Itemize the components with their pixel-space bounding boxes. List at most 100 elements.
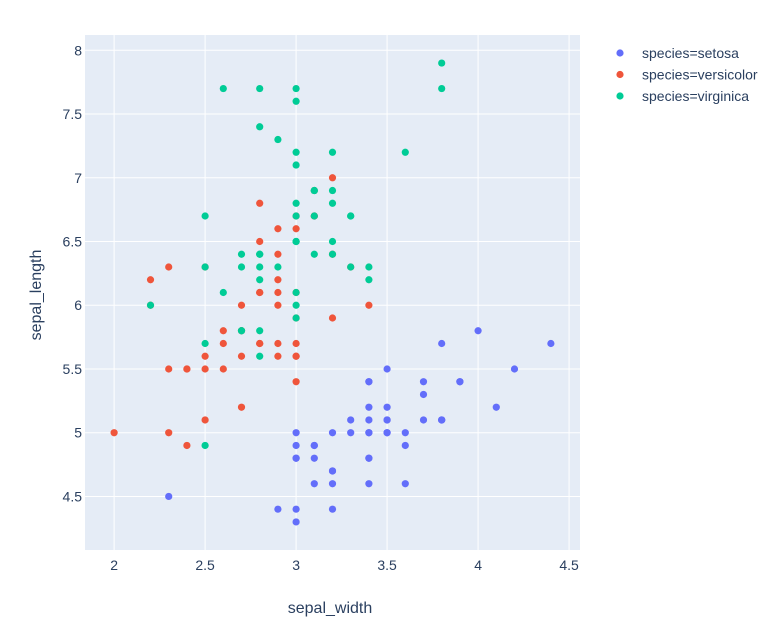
data-point xyxy=(292,441,300,450)
data-point xyxy=(292,429,300,437)
data-point xyxy=(165,492,173,501)
data-point xyxy=(292,352,300,360)
data-point xyxy=(292,237,300,246)
data-point xyxy=(456,378,464,386)
data-point xyxy=(474,327,482,335)
data-point xyxy=(310,441,318,450)
data-point xyxy=(146,276,155,284)
legend-marker xyxy=(616,70,624,79)
data-point xyxy=(419,378,428,386)
data-point xyxy=(201,352,209,360)
data-point xyxy=(419,416,428,424)
data-point xyxy=(201,441,209,450)
data-point xyxy=(274,250,282,258)
data-point xyxy=(274,225,282,233)
data-point xyxy=(165,365,173,373)
data-point xyxy=(492,403,500,411)
data-point xyxy=(274,135,282,144)
data-point xyxy=(292,199,300,207)
data-point xyxy=(274,263,282,271)
legend-label: species=setosa xyxy=(642,45,739,61)
data-point xyxy=(419,390,428,399)
data-point xyxy=(292,212,300,220)
data-point xyxy=(274,505,282,513)
data-point xyxy=(237,327,246,335)
data-point xyxy=(292,161,300,169)
data-point xyxy=(365,263,373,271)
data-point xyxy=(328,505,337,513)
y-tick-label: 5.5 xyxy=(63,361,83,377)
data-point xyxy=(383,365,391,373)
data-point xyxy=(383,416,391,424)
data-point xyxy=(438,416,446,424)
data-point xyxy=(201,365,209,373)
data-point xyxy=(274,301,282,309)
legend-item[interactable]: species=setosa xyxy=(616,45,739,61)
data-point xyxy=(292,454,300,462)
plot-area xyxy=(85,35,580,550)
y-tick-label: 7 xyxy=(74,170,82,186)
data-point xyxy=(401,441,409,450)
data-point xyxy=(383,403,391,411)
data-point xyxy=(328,250,337,258)
data-point xyxy=(201,263,209,271)
data-point xyxy=(365,480,373,488)
data-point xyxy=(256,263,264,271)
data-point xyxy=(328,237,337,246)
data-point xyxy=(347,416,355,424)
x-tick-label: 2.5 xyxy=(195,557,215,573)
series-0 xyxy=(165,327,555,526)
data-point xyxy=(165,263,173,271)
data-point xyxy=(510,365,519,373)
data-point xyxy=(365,403,373,411)
data-point xyxy=(292,148,300,156)
data-point xyxy=(165,429,173,437)
data-point xyxy=(219,339,227,348)
data-point xyxy=(237,403,246,411)
data-point xyxy=(347,429,355,437)
x-tick-label: 3.5 xyxy=(377,557,397,573)
data-point xyxy=(401,148,409,156)
y-tick-label: 6.5 xyxy=(63,234,83,250)
data-point xyxy=(328,199,337,207)
data-point xyxy=(310,212,318,220)
data-point xyxy=(401,429,409,437)
data-point xyxy=(274,339,282,348)
data-point xyxy=(292,97,300,105)
data-point xyxy=(219,84,227,93)
data-point xyxy=(328,186,337,195)
y-axis-title: sepal_length xyxy=(28,250,45,341)
legend: species=setosa species=versicolor species=… xyxy=(616,45,758,104)
data-point xyxy=(256,339,264,348)
legend-item[interactable]: species=versicolor xyxy=(616,67,758,83)
data-point xyxy=(547,339,555,348)
data-point xyxy=(237,301,246,309)
data-point xyxy=(328,429,337,437)
data-point xyxy=(274,288,282,297)
data-point xyxy=(292,314,300,322)
data-point xyxy=(328,467,337,475)
data-point xyxy=(328,174,337,182)
data-point xyxy=(256,276,264,284)
data-point xyxy=(365,416,373,424)
data-point xyxy=(365,454,373,462)
data-points xyxy=(110,59,555,526)
data-point xyxy=(292,378,300,386)
data-point xyxy=(310,480,318,488)
data-point xyxy=(256,199,264,207)
y-tick-label: 6 xyxy=(74,297,82,313)
data-point xyxy=(383,429,391,437)
y-tick-label: 7.5 xyxy=(63,106,83,122)
legend-item[interactable]: species=virginica xyxy=(616,88,749,104)
data-point xyxy=(237,250,246,258)
data-point xyxy=(292,301,300,309)
data-point xyxy=(183,365,191,373)
data-point xyxy=(438,339,446,348)
data-point xyxy=(365,378,373,386)
x-tick-label: 3 xyxy=(292,557,300,573)
data-point xyxy=(328,148,337,156)
data-point xyxy=(328,480,337,488)
data-point xyxy=(292,339,300,348)
data-point xyxy=(292,225,300,233)
